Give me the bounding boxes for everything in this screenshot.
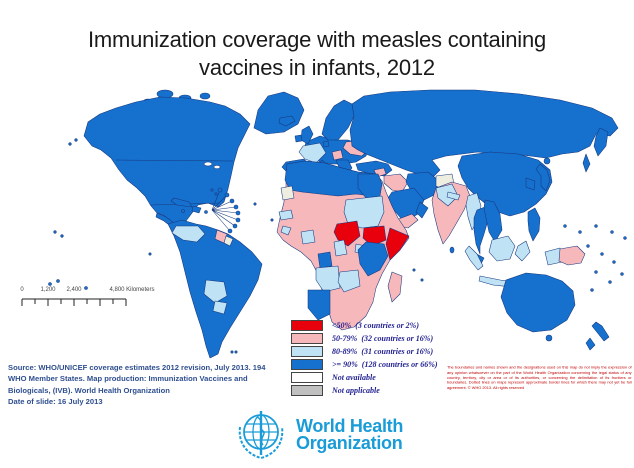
region-ireland bbox=[294, 134, 303, 143]
region-korea bbox=[525, 177, 536, 191]
source-block: Source: WHO/UNICEF coverage estimates 20… bbox=[8, 362, 288, 408]
region-iceland bbox=[278, 115, 296, 127]
region-china bbox=[457, 151, 553, 217]
legend-swatch-80-89 bbox=[291, 346, 323, 357]
region-borneo bbox=[488, 235, 516, 262]
region-bolivia bbox=[203, 279, 228, 304]
region-namibia bbox=[307, 289, 331, 321]
legend-note: (32 countries or 16%) bbox=[361, 334, 434, 343]
region-cuba bbox=[170, 197, 193, 208]
legend-label: 50-79% bbox=[332, 334, 358, 343]
legend-note: (128 countries or 66%) bbox=[361, 360, 438, 369]
legend-note: (3 countries or 2%) bbox=[355, 321, 420, 330]
who-footer: World Health Organization bbox=[233, 407, 403, 463]
legend-item-gte90: >= 90% (128 countries or 66%) bbox=[291, 358, 471, 371]
map-scale-bar: 0 1,200 2,400 4,800 Kilometers bbox=[10, 287, 160, 313]
region-chad-sudan bbox=[343, 195, 385, 229]
title-line-2: vaccines in infants, 2012 bbox=[199, 54, 435, 80]
region-north-america bbox=[83, 96, 251, 228]
region-south-sudan bbox=[362, 225, 387, 247]
scale-tick-2400: 2,400 bbox=[66, 287, 82, 293]
region-syria-iraq bbox=[383, 173, 409, 193]
caribbean-callout-lines bbox=[211, 187, 241, 234]
region-greenland bbox=[253, 91, 305, 135]
region-sumatra bbox=[464, 245, 484, 271]
region-papua-new-guinea bbox=[558, 245, 586, 266]
region-kamchatka bbox=[593, 127, 609, 157]
region-pakistan bbox=[435, 183, 459, 207]
region-nigeria bbox=[333, 220, 361, 247]
page-title: Immunization coverage with measles conta… bbox=[0, 26, 634, 81]
source-line-2: WHO Member States. Map production: Immun… bbox=[8, 374, 248, 384]
region-scandinavia bbox=[321, 99, 355, 141]
legend-swatch-not-available bbox=[291, 372, 323, 383]
who-logo-icon bbox=[238, 411, 284, 460]
map-disclaimer: The boundaries and names shown and the d… bbox=[447, 366, 632, 406]
region-venezuela bbox=[171, 225, 206, 243]
who-name-line-1: World Health bbox=[296, 415, 404, 436]
scale-tick-1200: 1,200 bbox=[40, 287, 56, 293]
region-philippines bbox=[527, 207, 541, 242]
legend-item-80-89: 80-89% (31 countries or 16%) bbox=[291, 345, 471, 358]
scale-tick-4800: 4,800 Kilometers bbox=[109, 287, 155, 293]
source-line-3: Biologicals, (IVB). World Health Organiz… bbox=[8, 385, 170, 395]
region-madagascar bbox=[387, 271, 403, 303]
legend-swatch-lt50 bbox=[291, 320, 323, 331]
source-line-4: Date of slide: 16 July 2013 bbox=[8, 397, 103, 407]
who-org-name: World Health Organization bbox=[296, 415, 404, 453]
region-angola bbox=[315, 265, 341, 293]
legend-label: 80-89% bbox=[332, 347, 358, 356]
title-line-1: Immunization coverage with measles conta… bbox=[87, 27, 547, 52]
scale-ruler bbox=[21, 298, 127, 306]
legend-swatch-gte90 bbox=[291, 359, 323, 370]
scale-tick-0: 0 bbox=[20, 287, 24, 293]
legend-label: >= 90% bbox=[332, 360, 358, 369]
region-japan bbox=[535, 163, 551, 192]
legend-item-not-available: Not available bbox=[291, 371, 471, 384]
legend-label: Not available bbox=[332, 373, 376, 382]
region-zambia bbox=[337, 269, 361, 293]
map-legend: <50% (3 countries or 2%) 50-79% (32 countr… bbox=[291, 319, 471, 397]
region-russia bbox=[349, 89, 619, 179]
legend-swatch-50-79 bbox=[291, 333, 323, 344]
legend-item-not-applicable: Not applicable bbox=[291, 384, 471, 397]
source-line-1: Source: WHO/UNICEF coverage estimates 20… bbox=[8, 363, 266, 372]
region-sulawesi bbox=[514, 240, 531, 262]
legend-label: <50% bbox=[332, 321, 352, 330]
legend-item-50-79: 50-79% (32 countries or 16%) bbox=[291, 332, 471, 345]
legend-item-lt50: <50% (3 countries or 2%) bbox=[291, 319, 471, 332]
region-somalia bbox=[385, 227, 410, 261]
legend-label: Not applicable bbox=[332, 386, 380, 395]
region-kenya-tanzania bbox=[357, 241, 389, 277]
disclaimer-text: The boundaries and names shown and the d… bbox=[447, 366, 632, 391]
region-australia bbox=[500, 272, 576, 333]
legend-note: (31 countries or 16%) bbox=[361, 347, 434, 356]
who-name-line-2: Organization bbox=[296, 433, 403, 453]
legend-swatch-not-applicable bbox=[291, 385, 323, 396]
world-map bbox=[48, 89, 627, 359]
region-new-zealand bbox=[591, 321, 610, 342]
region-oman bbox=[415, 201, 429, 219]
